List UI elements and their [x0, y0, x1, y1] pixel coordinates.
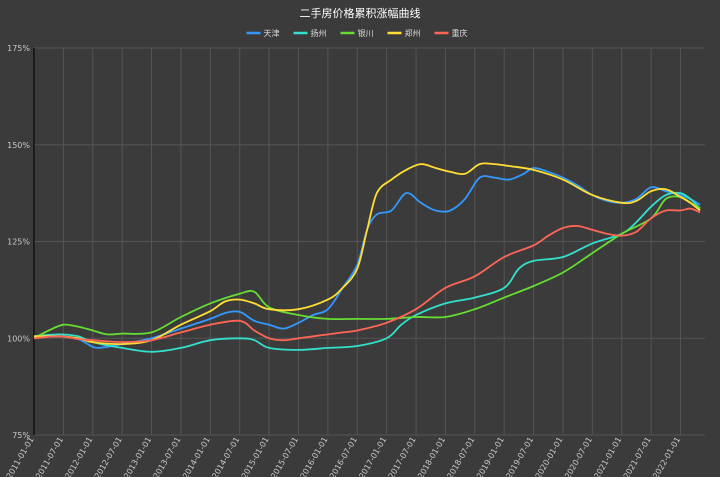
series-group — [33, 162, 701, 353]
x-tick-label: 2012-07-01 — [93, 436, 124, 477]
grid — [33, 47, 705, 436]
y-tick-label: 125% — [7, 238, 30, 247]
x-tick-label: 2022-01-01 — [651, 436, 682, 477]
series-line-郑州 — [33, 162, 701, 346]
x-tick-label: 2011-07-01 — [34, 436, 65, 477]
legend-label: 郑州 — [405, 28, 421, 38]
x-tick-label: 2020-01-01 — [534, 436, 565, 477]
legend-label: 天津 — [264, 28, 280, 38]
x-tick-label: 2019-01-01 — [475, 436, 506, 477]
x-tick-label: 2017-01-01 — [357, 436, 388, 477]
x-tick-label: 2018-01-01 — [416, 436, 447, 477]
y-tick-label: 100% — [7, 334, 30, 343]
y-tick-label: 175% — [7, 44, 30, 53]
x-tick-label: 2015-01-01 — [240, 436, 271, 477]
x-tick-label: 2014-01-01 — [181, 436, 212, 477]
x-tick-label: 2019-07-01 — [504, 436, 535, 477]
series-line-天津 — [33, 167, 701, 349]
y-axis: 75% 100% 125% 150% 175% — [7, 44, 30, 440]
x-tick-label: 2012-01-01 — [63, 436, 94, 477]
x-tick-label: 2017-07-01 — [387, 436, 418, 477]
x-tick-label: 2021-01-01 — [592, 436, 623, 477]
x-tick-label: 2013-07-01 — [152, 436, 183, 477]
x-tick-label: 2016-01-01 — [299, 436, 330, 477]
x-tick-label: 2013-01-01 — [122, 436, 153, 477]
y-tick-label: 150% — [7, 141, 30, 150]
chart-title: 二手房价格累积涨幅曲线 — [300, 6, 421, 20]
x-tick-label: 2015-07-01 — [269, 436, 300, 477]
legend-label: 重庆 — [452, 28, 468, 38]
y-tick-label: 75% — [12, 431, 30, 440]
series-line-银川 — [33, 195, 701, 340]
series-line-重庆 — [33, 207, 701, 343]
series-line-扬州 — [33, 191, 701, 353]
legend: 天津 扬州 银川 郑州 重庆 — [246, 28, 468, 38]
x-tick-label: 2020-07-01 — [563, 436, 594, 477]
x-tick-label: 2014-07-01 — [210, 436, 241, 477]
legend-label: 扬州 — [311, 28, 327, 38]
x-tick-label: 2016-07-01 — [328, 436, 359, 477]
x-tick-label: 2018-07-01 — [445, 436, 476, 477]
x-tick-label: 2011-01-01 — [5, 436, 36, 477]
legend-label: 银川 — [358, 28, 374, 38]
x-tick-label: 2021-07-01 — [622, 436, 653, 477]
x-axis: 2011-01-012011-07-012012-01-012012-07-01… — [5, 436, 683, 477]
